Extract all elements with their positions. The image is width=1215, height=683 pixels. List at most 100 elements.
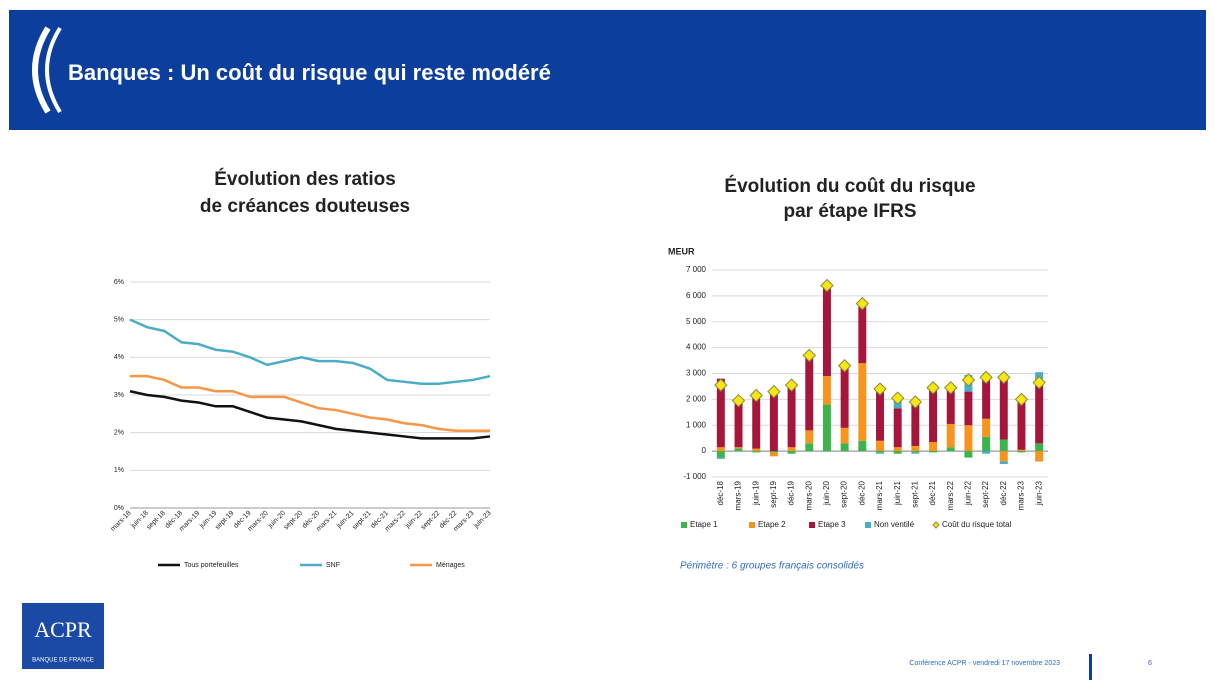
x-tick-label: déc-20 xyxy=(857,480,866,505)
total-marker xyxy=(767,384,781,399)
bar-segment xyxy=(840,443,849,452)
x-tick-label: déc-19 xyxy=(787,480,796,505)
bar-segment xyxy=(911,404,920,446)
x-tick-label: mars-18 xyxy=(110,510,133,533)
line-series xyxy=(130,374,490,433)
footer-separator xyxy=(1089,654,1092,680)
y-tick-label: 4% xyxy=(114,354,124,361)
bar-segment xyxy=(911,451,920,453)
total-marker xyxy=(802,348,816,363)
bar-segment xyxy=(858,363,867,441)
x-tick-label: juin-23 xyxy=(472,510,493,531)
bar-segment xyxy=(999,451,1008,462)
x-tick-label: mars-21 xyxy=(875,480,884,510)
y-tick-label: 1 000 xyxy=(686,420,707,429)
y-tick-label: 2% xyxy=(114,430,124,437)
bar-segment xyxy=(929,389,938,443)
total-marker xyxy=(1032,375,1046,390)
y-tick-label: 1% xyxy=(114,467,124,474)
bar-segment xyxy=(982,451,991,454)
line-series xyxy=(129,318,491,385)
x-tick-label: déc-21 xyxy=(928,480,937,505)
y-tick-label: 4 000 xyxy=(686,343,707,352)
y-tick-label: 7 000 xyxy=(686,265,707,274)
bar-segment xyxy=(716,457,725,459)
total-marker xyxy=(926,381,940,395)
logo-sub: BANQUE DE FRANCE xyxy=(32,658,94,664)
bar-segment xyxy=(1017,449,1026,452)
page-number: 6 xyxy=(1148,660,1152,667)
bar-segment xyxy=(893,447,902,452)
bar-segment xyxy=(716,451,725,458)
legend-label: Non ventilé xyxy=(874,520,915,529)
bar-segment xyxy=(752,448,761,452)
bar-segment xyxy=(946,423,955,448)
legend-swatch xyxy=(932,521,940,529)
bar-segment xyxy=(964,425,973,452)
x-tick-label: sept-22 xyxy=(981,480,990,507)
bar-segment xyxy=(1017,399,1026,450)
total-marker xyxy=(944,381,958,395)
bar-segment xyxy=(893,451,902,454)
x-tick-label: juin-23 xyxy=(1034,480,1043,506)
bar-segment xyxy=(840,368,849,428)
bar-segment xyxy=(858,306,867,364)
y-tick-label: 0% xyxy=(114,505,124,512)
total-marker xyxy=(997,370,1011,385)
total-marker xyxy=(908,395,923,409)
bar-segment xyxy=(982,374,991,419)
x-tick-label: juin-22 xyxy=(964,480,973,506)
legend-label: Etape 2 xyxy=(758,520,786,529)
y-tick-label: 6 000 xyxy=(686,291,707,300)
legend-label: Ménages xyxy=(436,562,465,569)
bar-segment xyxy=(716,378,725,448)
legend-label: Tous portefeuilles xyxy=(184,562,239,569)
bar-segment xyxy=(822,285,831,377)
bar-segment xyxy=(876,440,884,452)
x-tick-label: mars-19 xyxy=(734,480,743,510)
bar-segment xyxy=(787,385,796,448)
total-marker xyxy=(731,393,746,408)
bar-segment xyxy=(752,394,761,449)
logo-box xyxy=(22,603,104,669)
bar-segment xyxy=(822,376,831,405)
bar-segment xyxy=(1017,451,1026,453)
legend-swatch xyxy=(865,522,871,528)
x-tick-label: sept-20 xyxy=(283,510,305,532)
x-tick-label: sept-21 xyxy=(351,510,373,532)
y-tick-label: 6% xyxy=(114,279,124,286)
y-tick-label: 0 xyxy=(702,446,707,455)
header-bar xyxy=(9,10,1206,130)
chart-title: Évolution des ratios xyxy=(214,168,396,190)
footer-conference: Conférence ACPR - vendredi 17 novembre 2… xyxy=(909,660,1060,667)
bar-segment xyxy=(769,451,778,453)
bar-segment xyxy=(734,447,743,449)
bar-segment xyxy=(929,442,938,452)
bar-segment xyxy=(876,386,884,441)
chart-title: de créances douteuses xyxy=(200,196,410,217)
legend-label: SNF xyxy=(326,562,340,569)
total-marker xyxy=(820,278,834,293)
y-tick-label: 3 000 xyxy=(686,369,707,378)
x-tick-label: juin-20 xyxy=(822,480,831,506)
header-title: Banques : Un coût du risque qui reste mo… xyxy=(68,60,551,85)
bar-segment xyxy=(929,451,938,453)
total-marker xyxy=(749,388,763,403)
bar-segment xyxy=(822,404,831,452)
total-marker xyxy=(714,378,728,392)
legend-swatch xyxy=(681,522,687,528)
bar-segment xyxy=(787,451,796,454)
x-tick-label: sept-19 xyxy=(214,510,236,532)
bar-segment xyxy=(716,447,725,452)
chart-title: par étape IFRS xyxy=(783,201,916,222)
total-marker xyxy=(784,378,799,392)
bar-segment xyxy=(999,461,1008,465)
bar-segment xyxy=(1035,382,1044,444)
bar-segment xyxy=(1035,443,1044,452)
bar-segment xyxy=(805,355,814,431)
x-tick-label: déc-18 xyxy=(716,480,725,505)
bar-segment xyxy=(964,391,973,426)
bar-segment xyxy=(946,387,955,424)
y-tick-label: -1 000 xyxy=(683,472,706,481)
